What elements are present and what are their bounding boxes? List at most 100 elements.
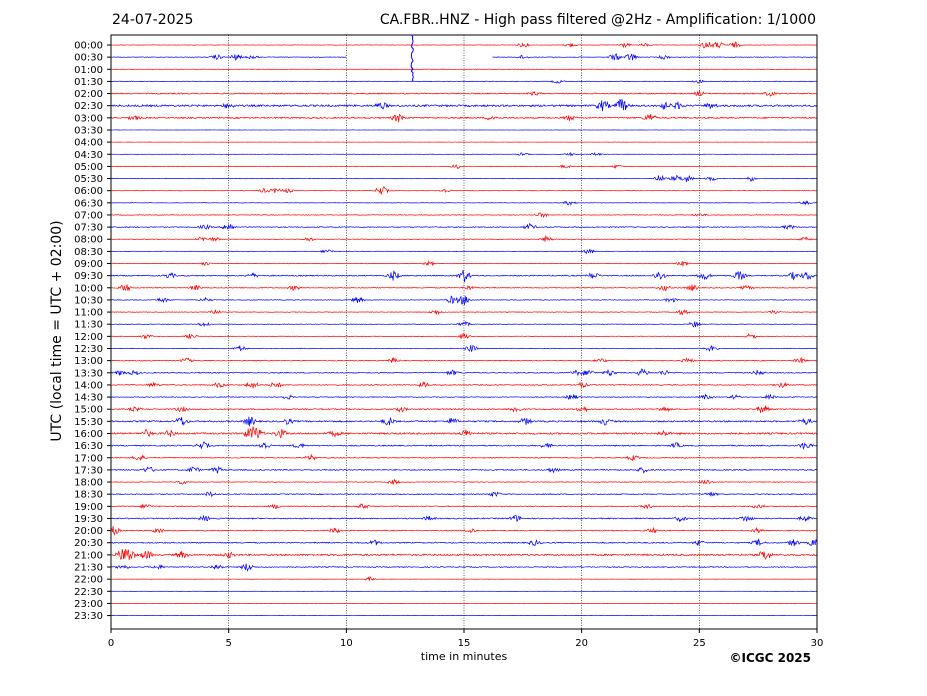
- y-tick-label: 00:00: [74, 41, 103, 52]
- y-tick-label: 09:30: [74, 271, 103, 282]
- x-tick-label: 20: [575, 638, 588, 649]
- y-tick-label: 23:30: [74, 611, 103, 622]
- trace-16:30: [110, 441, 817, 450]
- y-tick-label: 18:00: [74, 478, 103, 489]
- y-tick-label: 22:00: [74, 575, 103, 586]
- trace-00:30: [110, 53, 817, 61]
- y-tick-label: 17:00: [74, 453, 103, 464]
- trace-02:00: [110, 90, 817, 97]
- y-tick-label: 12:00: [74, 332, 103, 343]
- y-tick-label: 07:00: [74, 210, 103, 221]
- y-tick-label: 06:30: [74, 198, 103, 209]
- trace-09:00: [110, 259, 817, 267]
- trace-15:30: [110, 416, 817, 427]
- y-tick-label: 12:30: [74, 344, 103, 355]
- trace-17:30: [110, 465, 817, 474]
- chart-date: 24-07-2025: [112, 12, 194, 28]
- trace-20:00: [110, 526, 817, 536]
- trace-05:30: [110, 174, 817, 182]
- y-tick-label: 13:30: [74, 368, 103, 379]
- y-tick-label: 05:00: [74, 162, 103, 173]
- trace-17:00: [110, 453, 817, 462]
- trace-05:00: [110, 163, 817, 170]
- trace-07:00: [110, 212, 817, 219]
- y-tick-label: 21:00: [74, 550, 103, 561]
- trace-01:30: [110, 79, 817, 84]
- trace-13:00: [110, 356, 817, 364]
- y-tick-label: 08:30: [74, 247, 103, 258]
- y-tick-label: 23:00: [74, 599, 103, 610]
- trace-19:30: [110, 514, 817, 523]
- copyright-text: ©ICGC 2025: [729, 651, 811, 665]
- trace-20:30: [110, 538, 817, 547]
- y-tick-label: 03:00: [74, 113, 103, 124]
- trace-08:00: [110, 235, 817, 242]
- trace-03:00: [110, 113, 817, 123]
- y-tick-label: 14:30: [74, 393, 103, 404]
- trace-14:30: [110, 393, 817, 401]
- y-tick-label: 03:30: [74, 125, 103, 136]
- y-tick-label: 22:30: [74, 587, 103, 598]
- y-tick-label: 19:00: [74, 502, 103, 513]
- y-tick-label: 05:30: [74, 174, 103, 185]
- trace-09:30: [110, 270, 817, 283]
- trace-11:00: [110, 309, 817, 316]
- y-tick-label: 09:00: [74, 259, 103, 270]
- trace-15:00: [110, 405, 817, 413]
- x-tick-label: 0: [108, 638, 114, 649]
- x-tick-label: 25: [693, 638, 706, 649]
- x-tick-label: 15: [458, 638, 471, 649]
- trace-10:30: [111, 295, 817, 305]
- x-tick-label: 5: [225, 638, 231, 649]
- trace-18:00: [110, 478, 817, 485]
- y-tick-label: 02:00: [74, 89, 103, 100]
- y-tick-label: 07:30: [74, 223, 103, 234]
- trace-18:30: [110, 490, 817, 498]
- y-tick-label: 01:30: [74, 77, 103, 88]
- y-tick-label: 21:30: [74, 563, 103, 574]
- y-tick-label: 11:00: [74, 308, 103, 319]
- y-tick-label: 15:00: [74, 405, 103, 416]
- trace-06:30: [110, 199, 817, 207]
- trace-04:30: [110, 151, 817, 157]
- y-axis-label: UTC (local time = UTC + 02:00): [49, 220, 65, 442]
- y-tick-label: 15:30: [74, 417, 103, 428]
- y-tick-label: 17:30: [74, 465, 103, 476]
- y-tick-label: 13:00: [74, 356, 103, 367]
- trace-12:30: [110, 344, 817, 352]
- y-tick-label: 10:00: [74, 283, 103, 294]
- trace-00:00: [110, 41, 817, 49]
- y-tick-label: 01:00: [74, 65, 103, 76]
- y-tick-label: 20:30: [74, 538, 103, 549]
- y-tick-label: 00:30: [74, 53, 103, 64]
- y-tick-label: 14:00: [74, 380, 103, 391]
- trace-07:30: [110, 222, 817, 230]
- y-tick-label: 04:00: [74, 138, 103, 149]
- spike-event: [410, 34, 414, 82]
- y-tick-label: 16:30: [74, 441, 103, 452]
- trace-16:00: [110, 426, 817, 439]
- y-tick-label: 20:00: [74, 526, 103, 537]
- plot-frame: [110, 34, 818, 630]
- y-tick-label: 08:00: [74, 235, 103, 246]
- y-tick-label: 10:30: [74, 295, 103, 306]
- trace-02:30: [110, 98, 817, 112]
- trace-11:30: [110, 320, 817, 328]
- x-axis-label: time in minutes: [420, 650, 508, 663]
- x-tick-label: 30: [811, 638, 824, 649]
- y-tick-label: 11:30: [74, 320, 103, 331]
- y-tick-label: 04:30: [74, 150, 103, 161]
- trace-13:30: [110, 368, 817, 377]
- trace-19:00: [110, 503, 817, 510]
- y-tick-label: 06:00: [74, 186, 103, 197]
- trace-06:00: [110, 185, 817, 195]
- trace-22:00: [110, 576, 817, 581]
- chart-title: CA.FBR..HNZ - High pass filtered @2Hz - …: [379, 12, 816, 28]
- trace-10:00: [110, 284, 817, 292]
- trace-14:00: [110, 381, 817, 389]
- y-tick-label: 18:30: [74, 490, 103, 501]
- trace-08:30: [110, 248, 817, 255]
- y-tick-label: 02:30: [74, 101, 103, 112]
- y-tick-label: 19:30: [74, 514, 103, 525]
